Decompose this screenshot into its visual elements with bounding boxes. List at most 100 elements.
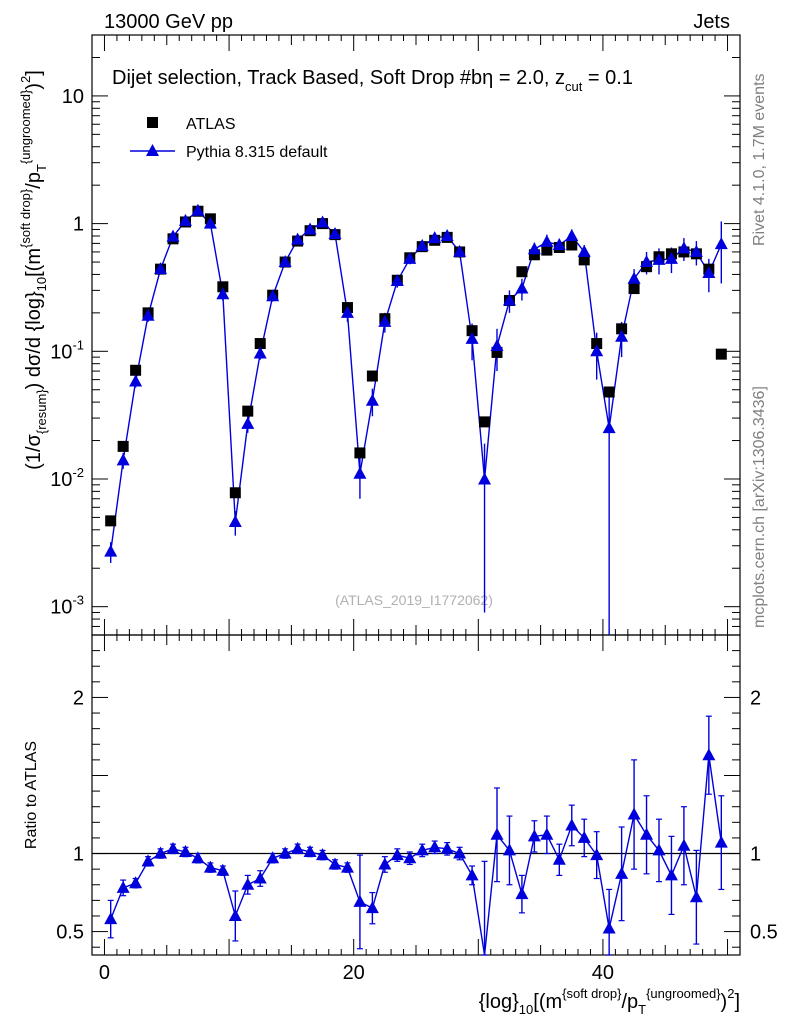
main-y-axis-label: (1/σ{resum}) dσ/d {log}10[(m{soft drop}/… (18, 70, 49, 470)
ratio-point (428, 840, 442, 853)
ratio-axis-ticks (92, 634, 740, 955)
ratio-point (540, 827, 554, 840)
legend-atlas-label: ATLAS (186, 116, 236, 133)
mc-data-point (316, 215, 330, 228)
atlas-data-point (479, 416, 491, 428)
ratio-y-axis-label: Ratio to ATLAS (23, 741, 40, 849)
mc-data-point (166, 229, 180, 242)
ratio-point (615, 866, 629, 879)
mc-data-point (415, 238, 429, 251)
mc-data-point (266, 289, 280, 302)
ratio-point (577, 830, 591, 843)
mc-data-point (428, 231, 442, 244)
ratio-point (353, 894, 367, 907)
atlas-data-point (354, 447, 366, 459)
ratio-point (129, 876, 143, 889)
legend-mc-marker (146, 144, 159, 156)
ratio-point (515, 887, 529, 900)
ratio-point (116, 880, 130, 893)
mc-data-point (390, 274, 404, 287)
plot-title-tail: = 0.1 (582, 67, 633, 89)
header-left: 13000 GeV pp (104, 11, 233, 33)
ratio-y-tick-label-right: 1 (750, 844, 761, 866)
mc-data-point (403, 251, 417, 264)
ratio-point (689, 890, 703, 903)
ratio-point (166, 841, 180, 854)
ratio-point (303, 844, 317, 857)
atlas-data-point (616, 323, 628, 335)
ratio-y-tick-labels-right: 0.5 1 2 (750, 687, 778, 943)
mc-data-point (303, 222, 317, 235)
legend: ATLAS Pythia 8.315 default (130, 116, 328, 161)
mc-data-point (540, 234, 554, 247)
ratio-point (291, 841, 305, 854)
x-tick-label: 40 (592, 962, 614, 984)
ratio-point (278, 846, 292, 859)
atlas-points (105, 205, 727, 527)
mc-data-point (478, 472, 492, 485)
mc-data-point (141, 308, 155, 321)
mc-data-point (178, 213, 192, 226)
ratio-point (178, 844, 192, 857)
mc-data-point (228, 515, 242, 528)
ratio-point (266, 851, 280, 864)
ratio-y-tick-labels-left: 0.5 1 2 (56, 687, 84, 943)
mc-data-point (515, 281, 529, 294)
ratio-point (453, 846, 467, 859)
ratio-point (415, 843, 429, 856)
mc-data-point (191, 203, 205, 216)
ratio-point (340, 860, 354, 873)
x-axis-label: {log}10[(m{soft drop}/pT{ungroomed})2] (479, 986, 740, 1017)
ratio-error-bars (107, 715, 725, 956)
atlas-data-point (578, 254, 590, 266)
header-right: Jets (693, 11, 730, 33)
atlas-data-point (217, 281, 229, 293)
ratio-point (565, 818, 579, 831)
ratio-point (664, 868, 678, 881)
mc-data-point (552, 237, 566, 250)
mc-data-point (590, 344, 604, 357)
ratio-point (253, 871, 267, 884)
atlas-data-point (541, 244, 553, 256)
ratio-point (228, 908, 242, 921)
mc-series-line (109, 209, 722, 552)
mc-data-point (378, 314, 392, 327)
ratio-point (702, 748, 716, 761)
atlas-data-point (591, 338, 603, 350)
mc-data-point (328, 226, 342, 239)
mc-data-point (702, 266, 716, 279)
mc-data-point (652, 252, 666, 265)
atlas-data-point (117, 440, 129, 452)
x-tick-label: 0 (99, 962, 110, 984)
ratio-point (390, 848, 404, 861)
mcplots-label: mcplots.cern.ch [arXiv:1306.3436] (751, 386, 768, 628)
mc-data-point (365, 393, 379, 406)
atlas-data-point (628, 283, 640, 295)
ratio-y-tick-label-right: 0.5 (750, 922, 778, 944)
main-y-tick-labels: 10-3 10-2 10-1 1 10 (50, 86, 84, 619)
plot-title: Dijet selection, Track Based, Soft Drop … (112, 67, 633, 94)
ratio-point (403, 851, 417, 864)
ratio-plot-frame (91, 634, 741, 956)
mc-data-point (490, 339, 504, 352)
legend-atlas-marker (147, 117, 158, 128)
mc-data-point (241, 416, 255, 429)
mc-error-bars (109, 207, 723, 635)
atlas-data-point (603, 386, 615, 398)
mc-data-point (577, 244, 591, 257)
mc-data-point (714, 237, 728, 250)
ratio-points (104, 748, 728, 934)
mc-data-point (502, 293, 516, 306)
mc-data-point (615, 329, 629, 342)
ratio-point (552, 852, 566, 865)
atlas-data-point (242, 405, 254, 417)
ratio-y-tick-label: 2 (73, 687, 84, 709)
mc-data-point (664, 251, 678, 264)
mc-data-point (565, 228, 579, 241)
plot-title-sub: cut (565, 79, 583, 94)
ratio-point (502, 843, 516, 856)
main-axis-ticks (92, 34, 740, 636)
atlas-data-point (229, 487, 241, 499)
mc-data-point (527, 242, 541, 255)
